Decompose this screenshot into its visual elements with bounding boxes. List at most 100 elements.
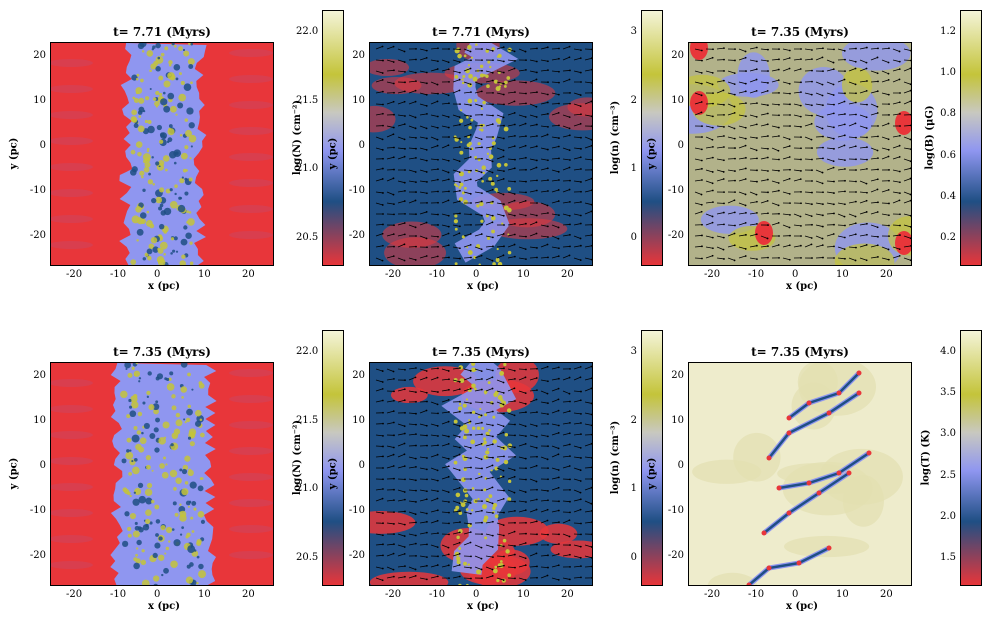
panel-3-ytick: -10 (667, 185, 684, 196)
panel-2-ytick: 10 (352, 95, 365, 106)
panel-3-colorbar (960, 10, 982, 266)
panel-3-title: t= 7.35 (Myrs) (751, 25, 849, 39)
panel-1-cbar-tick: 22.0 (296, 26, 319, 37)
panel-6-xtick: 10 (836, 589, 849, 600)
panel-5-title: t= 7.35 (Myrs) (432, 345, 530, 359)
panel-1-xtick: 0 (154, 269, 161, 280)
panel-1-cbar-tick: 21.5 (296, 94, 319, 106)
panel-5-cbar-tick: 1 (630, 483, 637, 495)
panel-4-cbar-label: log(N) (cm⁻²) (292, 419, 304, 496)
panel-5-ytick: -20 (348, 550, 365, 561)
panel-1-xtick: -10 (110, 269, 127, 280)
panel-6-ytick: 10 (671, 415, 684, 426)
panel-3-image (689, 43, 911, 265)
panel-6-xtick: -20 (704, 589, 721, 600)
panel-6-xtick: -10 (748, 589, 765, 600)
panel-5-xtick: 10 (517, 589, 530, 600)
panel-4-ytick: -10 (29, 505, 46, 516)
panel-5-ylabel: y (pc) (327, 457, 339, 490)
panel-1-ytick: 0 (39, 140, 46, 151)
panel-2-image (370, 43, 592, 265)
panel-6-ytick: 0 (677, 460, 684, 471)
panel-2-cbar-tick: 1 (630, 163, 637, 175)
panel-2-cbar-tick: 3 (630, 26, 637, 37)
panel-1-xtick: 20 (242, 269, 255, 280)
panel-1-ytick: 10 (33, 95, 46, 106)
panel-5-cbar-tick: 2 (630, 414, 637, 426)
panel-6-ytick: 20 (671, 370, 684, 381)
panel-1-ytick: -10 (29, 185, 46, 196)
panel-4-xtick: 20 (242, 589, 255, 600)
panel-4-xlabel: x (pc) (148, 601, 180, 612)
panel-5-xtick: -20 (385, 589, 402, 600)
panel-3-cbar-tick: 0.2 (940, 232, 956, 243)
panel-3-ytick: 20 (671, 50, 684, 61)
panel-6-xtick: 20 (880, 589, 893, 600)
panel-5-ytick: 10 (352, 415, 365, 426)
panel-5-xtick: -10 (429, 589, 446, 600)
panel-4-ytick: 10 (33, 415, 46, 426)
panel-4-cbar-tick: 20.5 (296, 552, 319, 563)
panel-1-cbar-tick: 21.0 (296, 163, 319, 175)
panel-6-image (689, 363, 911, 585)
panel-5-cbar-tick: 3 (630, 346, 637, 357)
panel-1-ytick: -20 (29, 230, 46, 241)
panel-4-ytick: 0 (39, 460, 46, 471)
panel-2-xtick: -10 (429, 269, 446, 280)
panel-2-ytick: -20 (348, 230, 365, 241)
panel-5-ytick: 20 (352, 370, 365, 381)
panel-2-xtick: 20 (561, 269, 574, 280)
panel-6-cbar-tick: 2.0 (940, 510, 956, 522)
panel-1-title: t= 7.71 (Myrs) (113, 25, 211, 39)
panel-3-xtick: 10 (836, 269, 849, 280)
panel-4-ytick: 20 (33, 370, 46, 381)
panel-5-colorbar (641, 330, 663, 586)
panel-4-xtick: 0 (154, 589, 161, 600)
panel-4-cbar-tick: 21.5 (296, 414, 319, 426)
panel-3-cbar-tick: 0.6 (940, 149, 956, 161)
panel-4-image (51, 363, 273, 585)
panel-6-ytick: -10 (667, 505, 684, 516)
panel-3-xtick: -10 (748, 269, 765, 280)
panel-1-map (50, 42, 274, 266)
panel-3-xtick: -20 (704, 269, 721, 280)
panel-5-xlabel: x (pc) (467, 601, 499, 612)
panel-2-cbar-tick: 2 (630, 94, 637, 106)
panel-5-map (369, 362, 593, 586)
panel-2-title: t= 7.71 (Myrs) (432, 25, 530, 39)
panel-4-ytick: -20 (29, 550, 46, 561)
panel-4-title: t= 7.35 (Myrs) (113, 345, 211, 359)
panel-6-cbar-label: log(T) (K) (920, 429, 932, 486)
panel-3-xtick: 0 (792, 269, 799, 280)
panel-6-map (688, 362, 912, 586)
panel-2-xlabel: x (pc) (467, 281, 499, 292)
panel-1-ytick: 20 (33, 50, 46, 61)
panel-3-ytick: 0 (677, 140, 684, 151)
panel-1-xlabel: x (pc) (148, 281, 180, 292)
panel-5-cbar-tick: 0 (630, 552, 637, 563)
panel-2-xtick: 10 (517, 269, 530, 280)
panel-5-image (370, 363, 592, 585)
panel-6-cbar-tick: 1.5 (940, 552, 956, 563)
panel-2-colorbar (641, 10, 663, 266)
panel-1-ylabel: y (pc) (8, 137, 20, 170)
panel-3-xtick: 20 (880, 269, 893, 280)
panel-4-ylabel: y (pc) (8, 457, 20, 490)
panel-1-cbar-tick: 20.5 (296, 232, 319, 243)
panel-3-xlabel: x (pc) (786, 281, 818, 292)
panel-4-colorbar (322, 330, 344, 586)
panel-1-cbar-label: log(N) (cm⁻²) (292, 99, 304, 176)
panel-3-ylabel: y (pc) (646, 137, 658, 170)
panel-3-map (688, 42, 912, 266)
panel-6-title: t= 7.35 (Myrs) (751, 345, 849, 359)
panel-6-cbar-tick: 4.0 (940, 346, 956, 357)
panel-4-xtick: 10 (198, 589, 211, 600)
panel-5-cbar-label: log(n) (cm⁻³) (610, 420, 622, 495)
panel-4-cbar-tick: 22.0 (296, 346, 319, 357)
panel-3-ytick: -20 (667, 230, 684, 241)
panel-2-cbar-label: log(n) (cm⁻³) (610, 100, 622, 175)
panel-6-cbar-tick: 2.5 (940, 469, 956, 481)
panel-3-cbar-label: log(B) (μG) (924, 105, 936, 170)
panel-6-xtick: 0 (792, 589, 799, 600)
panel-1-xtick: 10 (198, 269, 211, 280)
